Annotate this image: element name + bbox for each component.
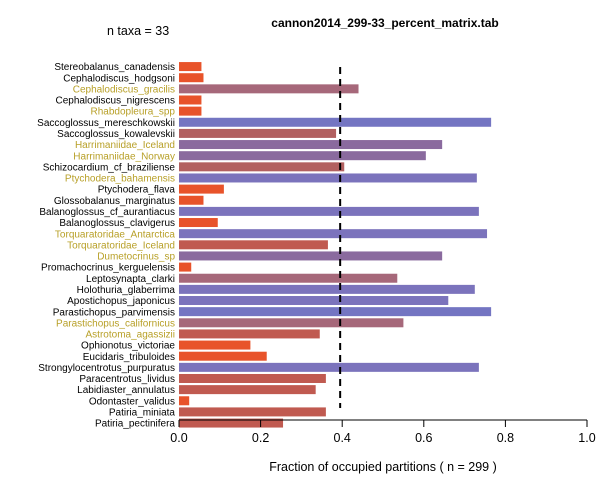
category-label-schizocardium-cf-braziliense: Schizocardium_cf_braziliense	[43, 162, 176, 173]
category-label-dumetocrinus-sp: Dumetocrinus_sp	[97, 252, 175, 263]
bar-schizocardium-cf-braziliense	[179, 162, 345, 172]
category-label-stereobalanus-canadensis: Stereobalanus_canadensis	[54, 62, 175, 73]
category-label-apostichopus-japonicus: Apostichopus_japonicus	[67, 296, 175, 307]
category-label-patiria-miniata: Patiria_miniata	[109, 408, 176, 419]
category-label-saccoglossus-mereschkowskii: Saccoglossus_mereschkowskii	[37, 118, 175, 129]
category-label-cephalodiscus-hodgsoni: Cephalodiscus_hodgsoni	[63, 73, 175, 84]
category-label-harrimaniidae-norway: Harrimaniidae_Norway	[73, 151, 175, 162]
bar-balanoglossus-cf-aurantiacus	[179, 206, 479, 216]
category-label-promachocrinus-kerguelensis: Promachocrinus_kerguelensis	[41, 263, 175, 274]
category-label-odontaster-validus: Odontaster_validus	[89, 396, 175, 407]
category-label-glossobalanus-marginatus: Glossobalanus_marginatus	[54, 196, 175, 207]
bar-ptychodera-bahamensis	[179, 173, 477, 183]
bar-stereobalanus-canadensis	[179, 62, 202, 72]
x-tick-label: 1.0	[578, 431, 595, 445]
category-label-saccoglossus-kowalevskii: Saccoglossus_kowalevskii	[57, 129, 175, 140]
x-axis: 0.0 0.2 0.4 0.6 0.8 1.0	[170, 419, 596, 445]
bar-cephalodiscus-hodgsoni	[179, 73, 204, 83]
bar-torquaratoridae-iceland	[179, 240, 328, 250]
bar-labidiaster-annulatus	[179, 385, 316, 395]
category-label-parastichopus-parvimensis: Parastichopus_parvimensis	[53, 307, 175, 318]
category-label-group: Stereobalanus_canadensisCephalodiscus_ho…	[37, 62, 175, 429]
bar-group	[179, 62, 492, 428]
bar-holothuria-glaberrima	[179, 284, 475, 294]
n-taxa-annotation: n taxa = 33	[107, 24, 169, 38]
bar-dumetocrinus-sp	[179, 251, 443, 261]
category-label-labidiaster-annulatus: Labidiaster_annulatus	[77, 385, 175, 396]
bar-saccoglossus-kowalevskii	[179, 128, 337, 138]
bar-harrimaniidae-norway	[179, 151, 426, 161]
category-label-astrotoma-agassizii: Astrotoma_agassizii	[86, 330, 175, 341]
chart-title: cannon2014_299-33_percent_matrix.tab	[271, 16, 498, 30]
bar-apostichopus-japonicus	[179, 296, 449, 306]
category-label-ptychodera-flava: Ptychodera_flava	[98, 185, 176, 196]
bar-harrimaniidae-iceland	[179, 140, 443, 150]
x-tick-label: 0.8	[497, 431, 514, 445]
category-label-holothuria-glaberrima: Holothuria_glaberrima	[77, 285, 176, 296]
bar-cephalodiscus-gracilis	[179, 84, 359, 94]
category-label-balanoglossus-clavigerus: Balanoglossus_clavigerus	[59, 218, 175, 229]
bar-eucidaris-tribuloides	[179, 351, 267, 361]
category-label-cephalodiscus-nigrescens: Cephalodiscus_nigrescens	[55, 96, 175, 107]
category-label-ptychodera-bahamensis: Ptychodera_bahamensis	[65, 174, 175, 185]
category-label-balanoglossus-cf-aurantiacus: Balanoglossus_cf_aurantiacus	[39, 207, 175, 218]
bar-promachocrinus-kerguelensis	[179, 262, 192, 272]
bar-odontaster-validus	[179, 396, 190, 406]
category-label-parastichopus-californicus: Parastichopus_californicus	[56, 318, 175, 329]
category-label-patiria-pectinifera: Patiria_pectinifera	[95, 419, 175, 430]
bar-saccoglossus-mereschkowskii	[179, 117, 492, 127]
category-label-leptosynapta-clarki: Leptosynapta_clarki	[86, 274, 175, 285]
bar-strongylocentrotus-purpuratus	[179, 362, 479, 372]
bar-parastichopus-parvimensis	[179, 307, 492, 317]
category-label-cephalodiscus-gracilis: Cephalodiscus_gracilis	[73, 84, 175, 95]
bar-leptosynapta-clarki	[179, 273, 398, 283]
category-label-ophionotus-victoriae: Ophionotus_victoriae	[81, 341, 175, 352]
bar-patiria-pectinifera	[179, 418, 284, 428]
bar-ophionotus-victoriae	[179, 340, 251, 350]
bar-balanoglossus-clavigerus	[179, 218, 218, 228]
bar-paracentrotus-lividus	[179, 373, 326, 383]
category-label-harrimaniidae-iceland: Harrimaniidae_Iceland	[75, 140, 175, 151]
bar-parastichopus-californicus	[179, 318, 404, 328]
bar-ptychodera-flava	[179, 184, 224, 194]
bar-glossobalanus-marginatus	[179, 195, 204, 205]
bar-cephalodiscus-nigrescens	[179, 95, 202, 105]
x-tick-label: 0.0	[170, 431, 187, 445]
category-label-torquaratoridae-iceland: Torquaratoridae_Iceland	[67, 240, 175, 251]
category-label-rhabdopleura-spp: Rhabdopleura_spp	[90, 107, 175, 118]
bar-torquaratoridae-antarctica	[179, 229, 488, 239]
bar-patiria-miniata	[179, 407, 326, 417]
x-tick-label: 0.6	[415, 431, 432, 445]
category-label-paracentrotus-lividus: Paracentrotus_lividus	[79, 374, 175, 385]
category-label-eucidaris-tribuloides: Eucidaris_tribuloides	[83, 352, 175, 363]
bar-rhabdopleura-spp	[179, 106, 202, 116]
category-label-torquaratoridae-antarctica: Torquaratoridae_Antarctica	[55, 229, 176, 240]
category-label-strongylocentrotus-purpuratus: Strongylocentrotus_purpuratus	[38, 363, 175, 374]
x-axis-label: Fraction of occupied partitions ( n = 29…	[269, 460, 497, 474]
x-tick-label: 0.2	[252, 431, 269, 445]
x-tick-label: 0.4	[334, 431, 351, 445]
bar-astrotoma-agassizii	[179, 329, 320, 339]
